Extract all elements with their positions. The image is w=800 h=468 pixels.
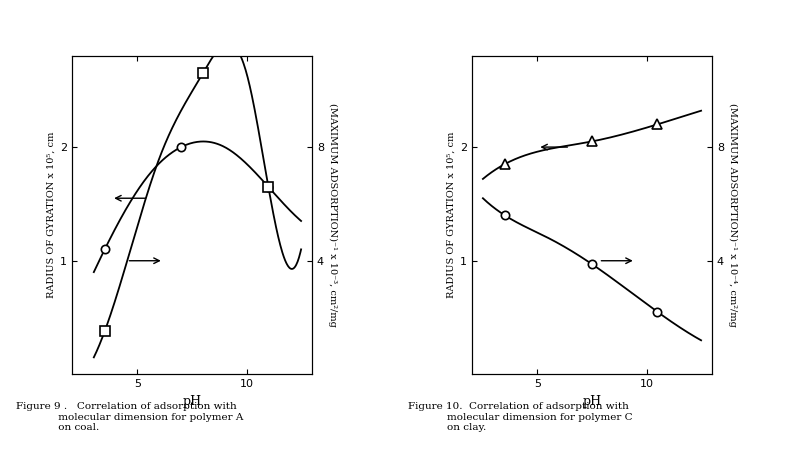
Y-axis label: RADIUS OF GYRATION x 10⁵, cm: RADIUS OF GYRATION x 10⁵, cm [47, 132, 56, 299]
Y-axis label: RADIUS OF GYRATION x 10⁵, cm: RADIUS OF GYRATION x 10⁵, cm [447, 132, 456, 299]
X-axis label: pH: pH [182, 395, 202, 408]
Text: Figure 10.  Correlation of adsorption with
            molecular dimension for p: Figure 10. Correlation of adsorption wit… [408, 402, 633, 432]
Y-axis label: (MAXIMUM ADSORPTION)⁻¹ x 10⁻⁴, cm²/mg: (MAXIMUM ADSORPTION)⁻¹ x 10⁻⁴, cm²/mg [728, 103, 738, 327]
X-axis label: pH: pH [582, 395, 602, 408]
Text: Figure 9 .   Correlation of adsorption with
             molecular dimension for: Figure 9 . Correlation of adsorption wit… [16, 402, 243, 432]
Y-axis label: (MAXIMUM ADSORPTION)⁻¹ x 10⁻³, cm²/mg: (MAXIMUM ADSORPTION)⁻¹ x 10⁻³, cm²/mg [328, 103, 338, 327]
